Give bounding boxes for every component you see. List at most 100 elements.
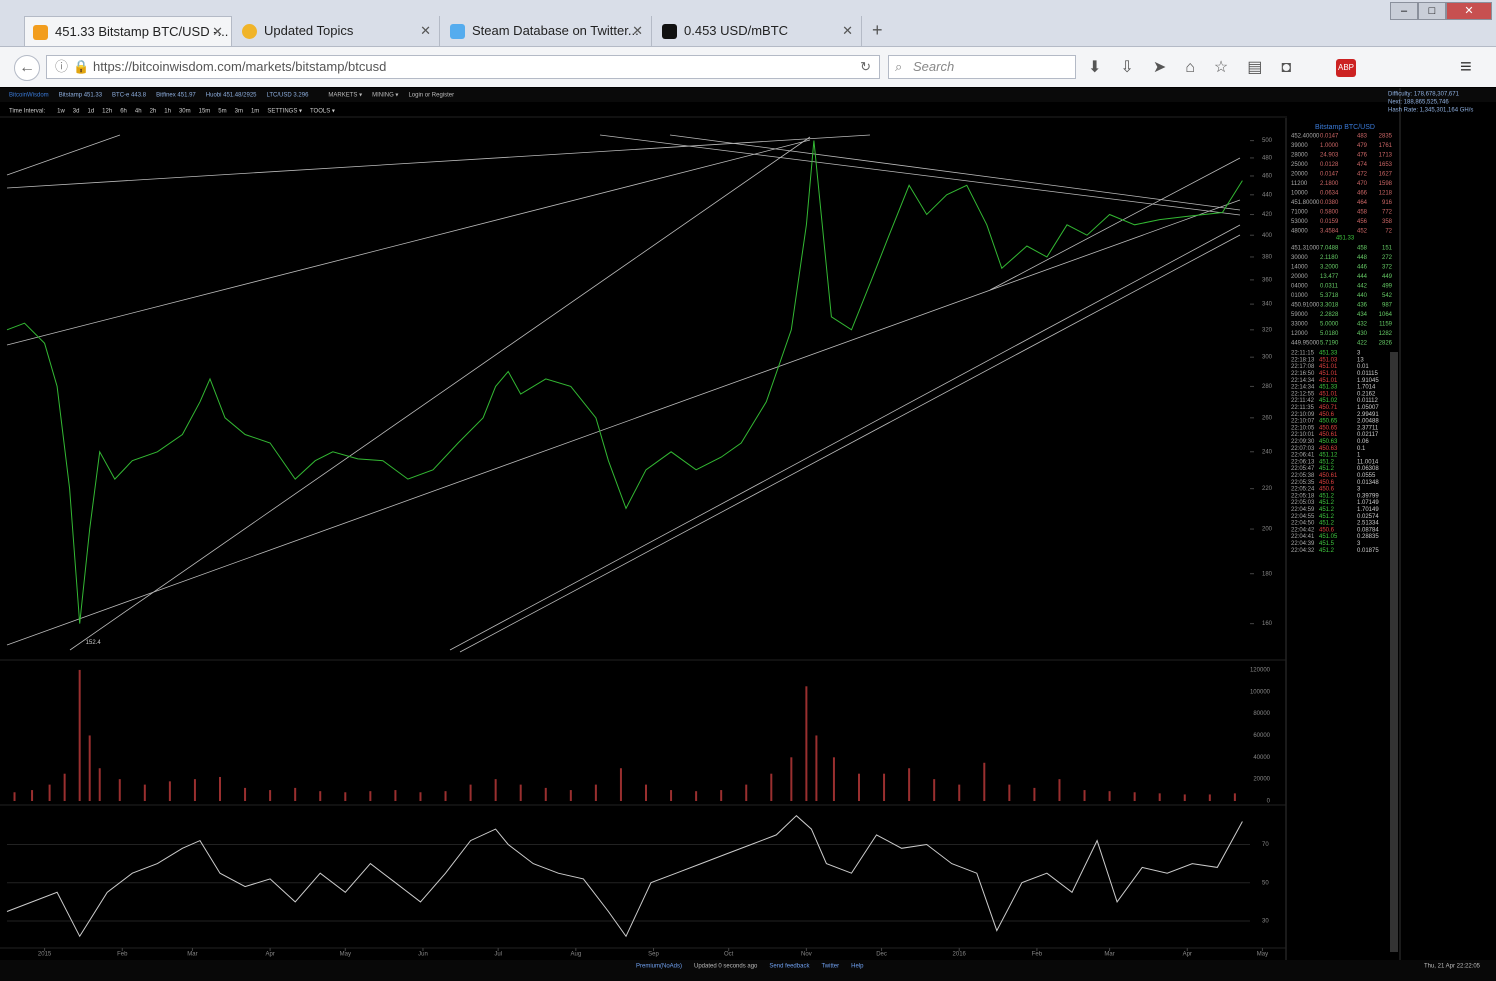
- order-book-cell: 449: [1382, 274, 1393, 280]
- volume-bar: [118, 779, 121, 801]
- volume-bar: [219, 776, 221, 801]
- order-book-cell: 472: [1357, 172, 1368, 178]
- search-placeholder: Search: [913, 59, 955, 74]
- y-tick-label: 280: [1262, 384, 1273, 390]
- maximize[interactable]: □: [1418, 2, 1446, 20]
- tab[interactable]: 0.453 USD/mBTC ✕: [654, 16, 862, 46]
- trade-price: 450.63: [1319, 439, 1338, 445]
- x-tick-label: May: [340, 952, 351, 958]
- order-book-cell: 33000: [1291, 322, 1308, 328]
- volume-bar: [645, 784, 647, 801]
- x-tick-label: Mar: [187, 952, 197, 958]
- volume-tick-label: 60000: [1253, 733, 1270, 739]
- volume-bar: [858, 773, 860, 801]
- volume-bar: [1058, 779, 1061, 801]
- volume-bar: [319, 791, 322, 801]
- trade-price: 451.2: [1319, 548, 1335, 554]
- order-book-cell: 430: [1357, 331, 1368, 337]
- trade-price: 450.61: [1319, 432, 1338, 438]
- order-book-cell: 464: [1357, 200, 1368, 206]
- trade-price: 451.2: [1319, 521, 1335, 527]
- background: [0, 87, 1496, 981]
- volume-bar: [1083, 790, 1086, 801]
- order-book-cell: 2826: [1379, 341, 1393, 347]
- trade-price: 450.6: [1319, 487, 1335, 493]
- order-book-cell: 440: [1357, 293, 1368, 299]
- trade-time: 22:12:55: [1291, 391, 1315, 397]
- trade-amount: 3: [1357, 351, 1361, 357]
- y-tick-label: 480: [1262, 156, 1273, 162]
- order-book-cell: 10000: [1291, 191, 1308, 197]
- ticker: Bitfinex 451.97: [156, 93, 196, 99]
- y-tick-label: 320: [1262, 327, 1273, 333]
- volume-bar: [958, 784, 961, 801]
- trade-amount: 0.1: [1357, 446, 1366, 452]
- order-book-cell: 458: [1357, 246, 1368, 252]
- order-book-cell: 458: [1357, 210, 1368, 216]
- order-book-cell: 916: [1382, 200, 1393, 206]
- x-tick-label: Feb: [1032, 952, 1043, 958]
- volume-bar: [569, 790, 572, 801]
- trade-price: 451.01: [1319, 371, 1338, 377]
- trade-time: 22:10:07: [1291, 419, 1315, 425]
- tab-title: 0.453 USD/mBTC: [684, 23, 789, 38]
- tab-title: 451.33 Bitstamp BTC/USD -...: [55, 24, 229, 39]
- minimize[interactable]: –: [1390, 2, 1418, 20]
- scrollbar: [1390, 352, 1398, 952]
- tab[interactable]: Steam Database on Twitter... ✕: [442, 16, 652, 46]
- volume-tick-label: 120000: [1250, 668, 1271, 674]
- trade-price: 451.2: [1319, 459, 1335, 465]
- x-tick-label: Feb: [117, 952, 128, 958]
- trade-amount: 0.02574: [1357, 514, 1379, 520]
- order-book-cell: 452.40000: [1291, 134, 1320, 140]
- order-book-cell: 448: [1357, 255, 1368, 261]
- toolbar-icons[interactable]: ⬇⇩➤⌂☆▤◘: [1088, 59, 1311, 76]
- order-book-cell: 422: [1357, 341, 1368, 347]
- volume-bar: [419, 792, 422, 801]
- x-tick-label: Apr: [1183, 952, 1192, 958]
- y-tick-label: 220: [1262, 486, 1273, 492]
- ticker: LTC/USD 3.296: [267, 93, 310, 99]
- volume-bar: [344, 792, 347, 801]
- order-book-cell: 1.0000: [1320, 143, 1339, 149]
- trade-amount: 1.07149: [1357, 500, 1379, 506]
- trade-time: 22:05:24: [1291, 487, 1315, 493]
- order-book-cell: 2835: [1379, 134, 1393, 140]
- order-book-cell: 1598: [1379, 181, 1393, 187]
- trade-price: 450.6: [1319, 527, 1335, 533]
- close-window[interactable]: ✕: [1446, 2, 1492, 20]
- interval-button: 1m: [251, 109, 259, 115]
- order-book-cell: 13.477: [1320, 274, 1339, 280]
- volume-bar: [695, 791, 698, 801]
- menu-button[interactable]: ≡: [1460, 56, 1472, 78]
- adblock-icon[interactable]: ABP: [1336, 59, 1356, 77]
- tab[interactable]: 451.33 Bitstamp BTC/USD -... ✕: [24, 16, 232, 46]
- trade-price: 450.6: [1319, 412, 1335, 418]
- url-bar[interactable]: ⓘ 🔒 https://bitcoinwisdom.com/markets/bits…: [46, 55, 880, 79]
- order-book-cell: 5.7190: [1320, 341, 1339, 347]
- tab-title: Updated Topics: [264, 23, 354, 38]
- y-tick-label: 340: [1262, 302, 1273, 308]
- volume-bar: [1033, 787, 1036, 801]
- trade-price: 451.05: [1319, 534, 1338, 540]
- trade-amount: 0.06308: [1357, 466, 1379, 472]
- footer-link: Send feedback: [769, 964, 810, 970]
- new-tab[interactable]: +: [872, 20, 883, 40]
- y-tick-label: 200: [1262, 527, 1273, 533]
- volume-bar: [594, 784, 597, 801]
- tab[interactable]: Updated Topics ✕: [234, 16, 440, 46]
- search-box[interactable]: ⌕ Search: [888, 55, 1076, 79]
- volume-bar: [244, 787, 247, 801]
- x-tick-label: Oct: [724, 952, 734, 958]
- back-button[interactable]: ←: [14, 55, 40, 81]
- menu: Login or Register: [408, 93, 454, 99]
- volume-bar: [78, 669, 81, 801]
- order-book-cell: 5.0000: [1320, 322, 1339, 328]
- order-book-cell: 466: [1357, 191, 1368, 197]
- trade-amount: 0.06: [1357, 439, 1369, 445]
- network-info: Next: 188,865,525,746: [1388, 100, 1449, 106]
- trade-price: 451.03: [1319, 357, 1338, 363]
- interval-label: Time Interval:: [9, 109, 45, 115]
- order-book-cell: 0.0128: [1320, 162, 1339, 168]
